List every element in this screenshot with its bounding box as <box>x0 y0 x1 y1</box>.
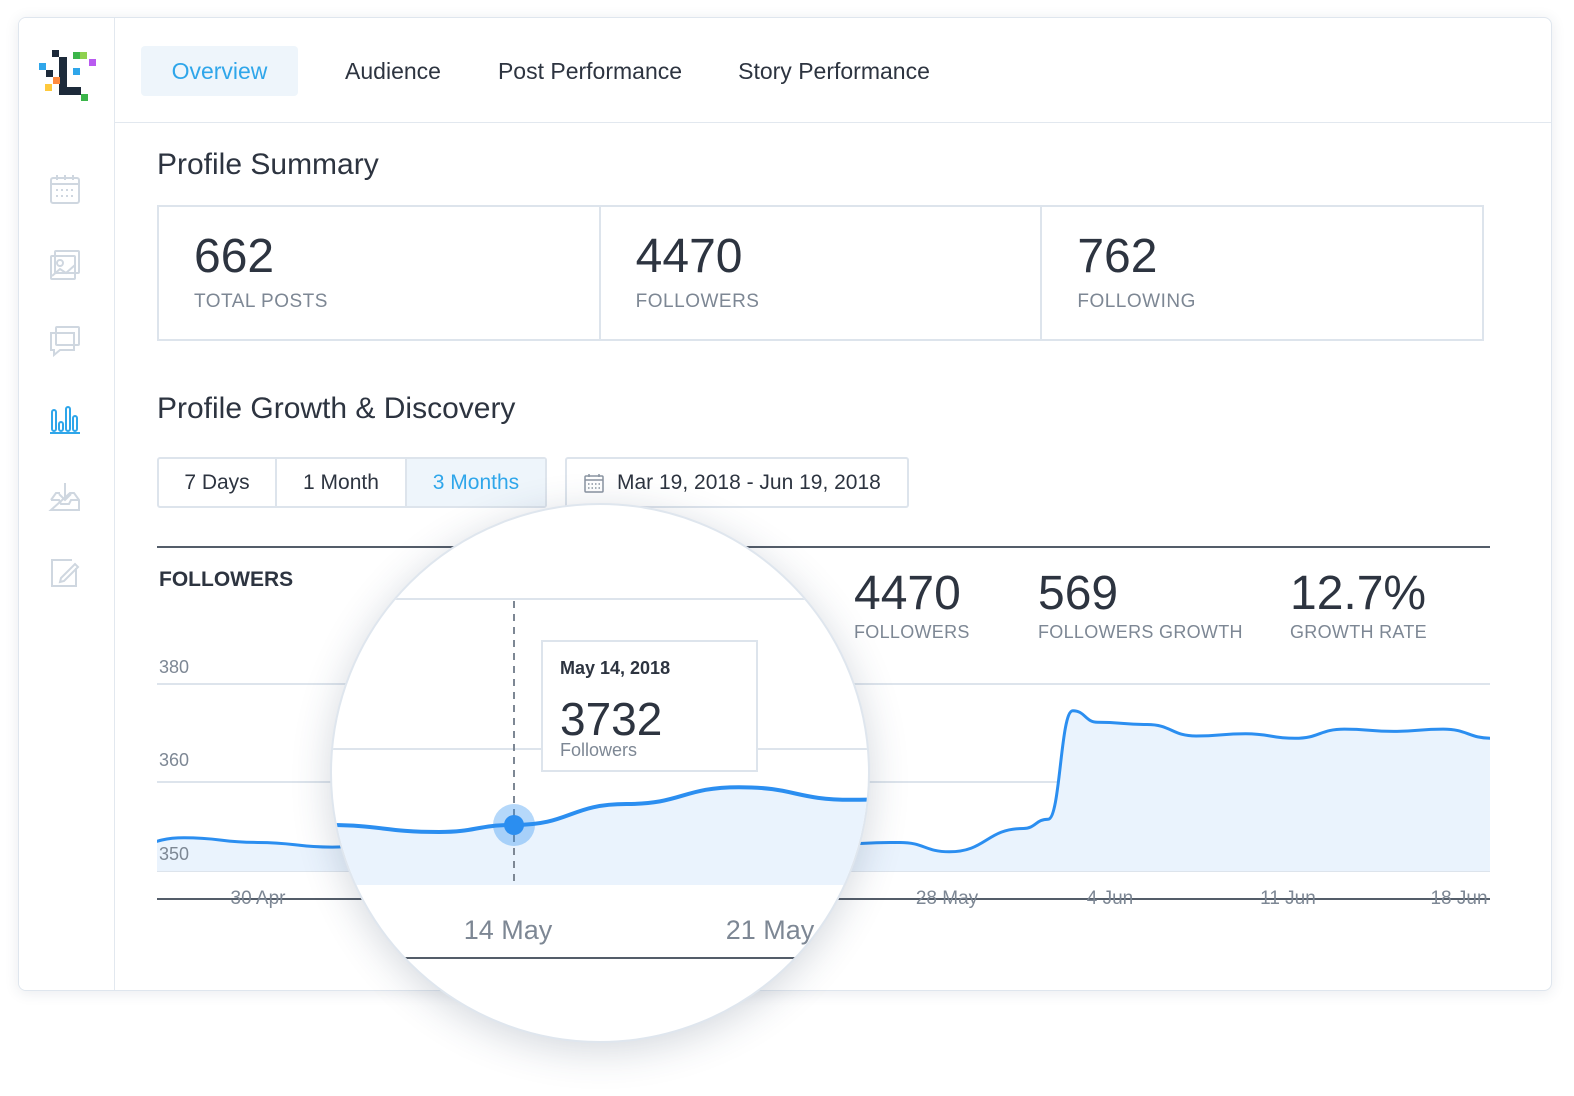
stat-followers-growth: 569 FOLLOWERS GROWTH <box>1038 568 1243 643</box>
tab-overview[interactable]: Overview <box>141 46 298 96</box>
hover-tooltip: May 14, 2018 3732 Followers <box>541 640 758 772</box>
chart-magnifier: 14 May 21 May <box>330 503 870 1043</box>
y-tick-label: 380 <box>159 657 189 677</box>
zoom-x-tick-label: 21 May <box>726 915 815 945</box>
range-1-month-button[interactable]: 1 Month <box>277 459 407 506</box>
stat-value: 12.7% <box>1290 567 1427 620</box>
date-range-text: Mar 19, 2018 - Jun 19, 2018 <box>617 471 881 494</box>
summary-total-posts: 662 TOTAL POSTS <box>159 207 601 339</box>
stat-label: GROWTH RATE <box>1290 622 1427 642</box>
y-tick-label: 360 <box>159 750 189 770</box>
summary-label: FOLLOWERS <box>635 291 760 312</box>
chat-icon[interactable] <box>48 324 82 358</box>
chart-title: FOLLOWERS <box>159 568 294 591</box>
stat-value: 569 <box>1038 567 1119 620</box>
tooltip-date: May 14, 2018 <box>560 658 671 678</box>
zoom-followers-area <box>332 787 868 885</box>
x-tick-label: 11 Jun <box>1260 888 1316 909</box>
profile-summary-title: Profile Summary <box>157 148 379 181</box>
hover-point[interactable] <box>504 815 524 835</box>
zoom-followers-line <box>332 785 868 835</box>
y-tick-label: 350 <box>159 844 189 864</box>
profile-summary-panel: 662 TOTAL POSTS 4470 FOLLOWERS 762 FOLLO… <box>157 205 1484 341</box>
summary-label: FOLLOWING <box>1077 291 1196 312</box>
x-tick-label: 28 May <box>916 888 979 909</box>
summary-value: 762 <box>1077 230 1158 283</box>
range-7-days-button[interactable]: 7 Days <box>159 459 277 506</box>
download-tray-icon[interactable] <box>48 480 82 514</box>
range-3-months-button[interactable]: 3 Months <box>407 459 545 506</box>
tab-audience[interactable]: Audience <box>345 58 441 84</box>
tooltip-label: Followers <box>560 740 638 760</box>
app-logo[interactable] <box>39 50 97 104</box>
date-range-picker[interactable]: Mar 19, 2018 - Jun 19, 2018 <box>565 457 909 508</box>
image-icon[interactable] <box>48 248 82 282</box>
stat-growth-rate: 12.7% GROWTH RATE <box>1290 568 1427 643</box>
tab-story-performance[interactable]: Story Performance <box>738 58 930 84</box>
stat-label: FOLLOWERS GROWTH <box>1038 622 1243 642</box>
summary-following: 762 FOLLOWING <box>1042 207 1482 339</box>
followers-area <box>157 710 1490 871</box>
tab-bar: Overview Audience Post Performance Story… <box>115 18 1551 123</box>
summary-label: TOTAL POSTS <box>194 291 328 312</box>
stat-value: 4470 <box>854 567 961 620</box>
profile-growth-title: Profile Growth & Discovery <box>157 392 516 425</box>
x-tick-label: 4 Jun <box>1087 888 1133 909</box>
summary-value: 4470 <box>635 230 743 283</box>
x-tick-label: 18 Jun <box>1430 888 1487 909</box>
stat-followers: 4470 FOLLOWERS <box>854 568 970 643</box>
calendar-icon <box>584 474 604 493</box>
tooltip-value: 3732 <box>560 693 663 745</box>
zoom-x-tick-label: 14 May <box>464 915 553 945</box>
time-range-selector: 7 Days 1 Month 3 Months <box>157 457 547 508</box>
sidebar <box>19 18 115 990</box>
magnified-chart: 14 May 21 May <box>332 598 868 959</box>
summary-value: 662 <box>194 230 275 283</box>
bar-chart-icon[interactable] <box>48 402 82 436</box>
tab-post-performance[interactable]: Post Performance <box>497 58 683 84</box>
x-tick-label: 30 Apr <box>231 888 287 909</box>
edit-link-icon[interactable] <box>48 556 82 590</box>
summary-followers: 4470 FOLLOWERS <box>601 207 1043 339</box>
calendar-icon[interactable] <box>48 172 82 206</box>
stat-label: FOLLOWERS <box>854 622 970 642</box>
